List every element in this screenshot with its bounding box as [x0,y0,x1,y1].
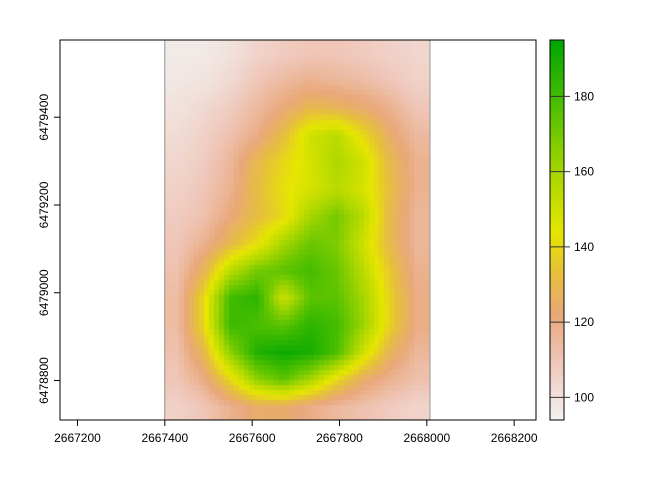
raster-heatmap [164,40,430,420]
y-tick-label: 6479400 [37,94,51,141]
colorbar-tick-label: 120 [574,315,594,329]
colorbar-tick-label: 100 [574,390,594,404]
colorbar-tick-label: 180 [574,89,594,103]
plot-frame [59,39,537,421]
x-tick-label: 2667400 [141,431,188,445]
x-tick-label: 2668000 [403,431,450,445]
colorbar-frame [549,39,565,421]
colorbar-tick-label: 160 [574,165,594,179]
x-tick-label: 2668200 [491,431,538,445]
y-tick-label: 6479200 [37,181,51,228]
x-tick-label: 2667800 [316,431,363,445]
colorbar [550,40,564,420]
y-tick-label: 6478800 [37,357,51,404]
colorbar-tick-label: 140 [574,240,594,254]
x-tick-label: 2667200 [54,431,101,445]
y-tick-label: 6479000 [37,269,51,316]
x-tick-label: 2667600 [229,431,276,445]
